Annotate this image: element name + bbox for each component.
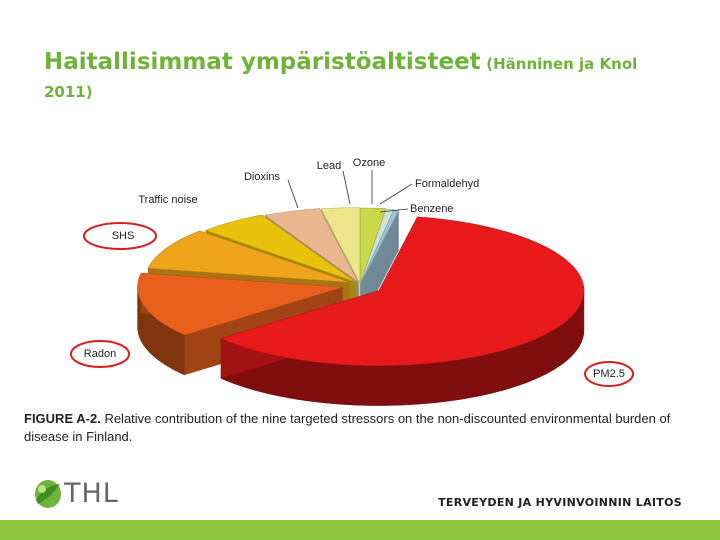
slice-label-ozone: Ozone <box>353 157 385 169</box>
title-main: Haitallisimmat ympäristöaltisteet <box>44 49 481 75</box>
slice-label-traffic-noise: Traffic noise <box>138 194 197 206</box>
logo-text: THL <box>64 478 119 509</box>
caption-prefix: FIGURE A-2. <box>24 411 101 426</box>
pie-slices <box>137 207 585 406</box>
leader-line <box>342 170 351 205</box>
title-citation-year: 2011) <box>44 83 93 101</box>
pie-slice-pm2-5 <box>220 216 585 406</box>
highlight-circle-pm2-5 <box>584 361 634 387</box>
highlight-circle-shs <box>83 222 157 250</box>
figure-caption: FIGURE A-2. Relative contribution of the… <box>24 410 704 446</box>
leader-line <box>379 183 413 205</box>
organization-name: TERVEYDEN JA HYVINVOINNIN LAITOS <box>438 496 682 509</box>
thl-leaf-icon <box>35 480 61 508</box>
leader-line <box>379 208 409 213</box>
caption-text: Relative contribution of the nine target… <box>24 411 671 444</box>
slide-title: Haitallisimmat ympäristöaltisteet (Hänni… <box>44 48 684 106</box>
slice-label-shs: SHS <box>112 230 135 242</box>
title-citation: (Hänninen ja Knol <box>486 55 638 73</box>
footer-bar <box>0 520 720 540</box>
slice-label-pm2-5: PM2.5 <box>593 368 625 380</box>
slice-label-formaldehyd: Formaldehyd <box>415 178 479 190</box>
slice-label-radon: Radon <box>84 348 116 360</box>
leader-line <box>287 179 299 209</box>
slice-label-dioxins: Dioxins <box>244 171 281 183</box>
slice-label-benzene: Benzene <box>410 203 453 215</box>
highlight-circle-radon <box>70 340 130 368</box>
slice-label-lead: Lead <box>317 160 341 172</box>
